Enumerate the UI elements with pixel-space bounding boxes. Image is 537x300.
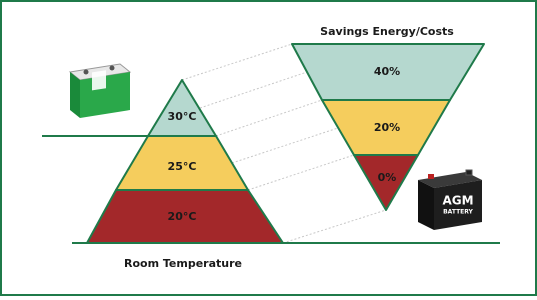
page: 30°C 25°C 20°C 40% 20% 0% Savings Energy… [0, 0, 537, 300]
diagram: 30°C 25°C 20°C 40% 20% 0% Savings Energy… [0, 0, 537, 296]
savings-label: 0% [378, 171, 397, 184]
right-title: Savings Energy/Costs [320, 25, 454, 38]
temp-label: 30°C [168, 110, 197, 123]
agm-battery: AGM BATTERY [418, 170, 482, 230]
savings-label: 40% [374, 65, 400, 78]
temp-label: 20°C [168, 210, 197, 223]
battery-brand: AGM [442, 194, 473, 208]
green-battery [70, 64, 130, 118]
left-caption: Room Temperature [124, 257, 242, 270]
battery-sub: BATTERY [443, 209, 473, 216]
temp-label: 25°C [168, 160, 197, 173]
savings-label: 20% [374, 121, 400, 134]
